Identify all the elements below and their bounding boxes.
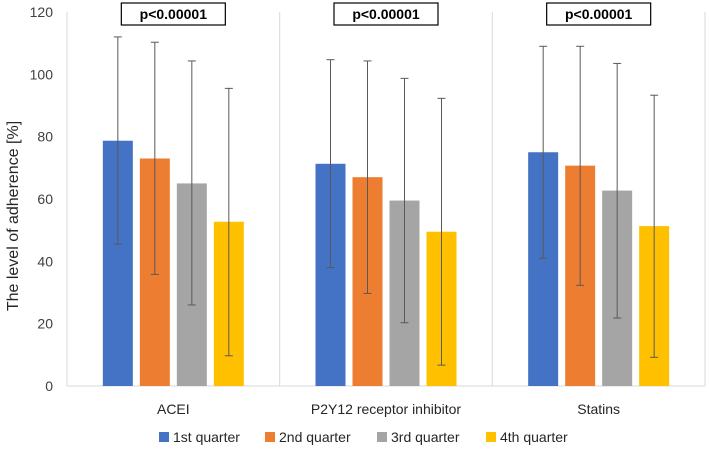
bars (102, 140, 670, 386)
y-tick-label: 100 (30, 66, 54, 82)
category-label: P2Y12 receptor inhibitor (311, 401, 462, 417)
y-tick-label: 80 (37, 129, 53, 145)
p-value-label: p<0.00001 (352, 6, 420, 22)
annotation-box (120, 2, 226, 26)
legend-label-2: 2nd quarter (279, 429, 351, 445)
annotation-box (333, 2, 439, 26)
y-axis-ticks: 0 20 40 60 80 100 120 (30, 4, 54, 394)
y-tick-label: 0 (45, 378, 53, 394)
legend-label-3: 3rd quarter (391, 429, 460, 445)
significance-annotations: p<0.00001 p<0.00001 p<0.00001 (120, 2, 652, 26)
annotation-box (546, 2, 652, 26)
legend-swatch-4 (486, 432, 496, 442)
x-axis-categories: ACEI P2Y12 receptor inhibitor Statins (157, 401, 620, 417)
y-tick-label: 120 (30, 4, 54, 20)
y-tick-label: 40 (37, 253, 53, 269)
y-tick-label: 60 (37, 191, 53, 207)
error-bars (113, 36, 659, 366)
category-label: Statins (577, 401, 620, 417)
category-label: ACEI (157, 401, 190, 417)
legend-swatch-1 (159, 432, 169, 442)
legend-swatch-3 (377, 432, 387, 442)
y-axis-title: The level of adherence [%] (5, 121, 22, 311)
p-value-label: p<0.00001 (565, 6, 633, 22)
legend-swatch-2 (265, 432, 275, 442)
legend-label-1: 1st quarter (173, 429, 240, 445)
plot-frame (66, 12, 706, 387)
legend-label-4: 4th quarter (500, 429, 568, 445)
p-value-label: p<0.00001 (140, 6, 208, 22)
legend: 1st quarter 2nd quarter 3rd quarter 4th qua… (159, 429, 568, 445)
y-tick-label: 20 (37, 316, 53, 332)
